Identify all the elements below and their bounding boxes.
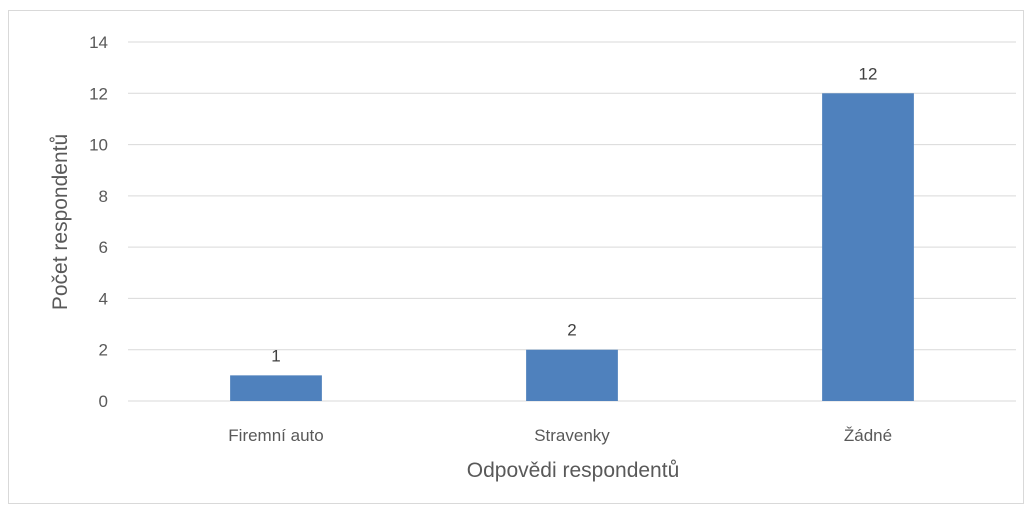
y-tick-label-8: 8 (99, 187, 108, 206)
x-axis-ticks: Firemní auto Stravenky Žádné (228, 426, 892, 445)
data-label-3: 12 (859, 64, 878, 83)
data-label-2: 2 (567, 321, 576, 340)
bar-3 (822, 93, 914, 402)
x-tick-label-2: Stravenky (534, 426, 610, 445)
y-tick-label-6: 6 (99, 238, 108, 257)
data-label-1: 1 (271, 346, 280, 365)
x-tick-label-1: Firemní auto (228, 426, 323, 445)
bar-1 (230, 375, 322, 401)
x-axis-title: Odpovědi respondentů (467, 459, 680, 482)
bars (230, 93, 914, 402)
y-tick-label-10: 10 (89, 136, 108, 155)
y-tick-label-12: 12 (89, 84, 108, 103)
x-tick-label-3: Žádné (844, 426, 892, 445)
bar-2 (526, 349, 618, 401)
y-tick-label-0: 0 (99, 392, 108, 411)
y-tick-label-2: 2 (99, 341, 108, 360)
y-tick-label-4: 4 (99, 289, 108, 308)
y-axis-ticks: 0 2 4 6 8 10 12 14 (89, 33, 108, 411)
y-axis-title: Počet respondentů (49, 134, 72, 310)
y-tick-label-14: 14 (89, 33, 108, 52)
